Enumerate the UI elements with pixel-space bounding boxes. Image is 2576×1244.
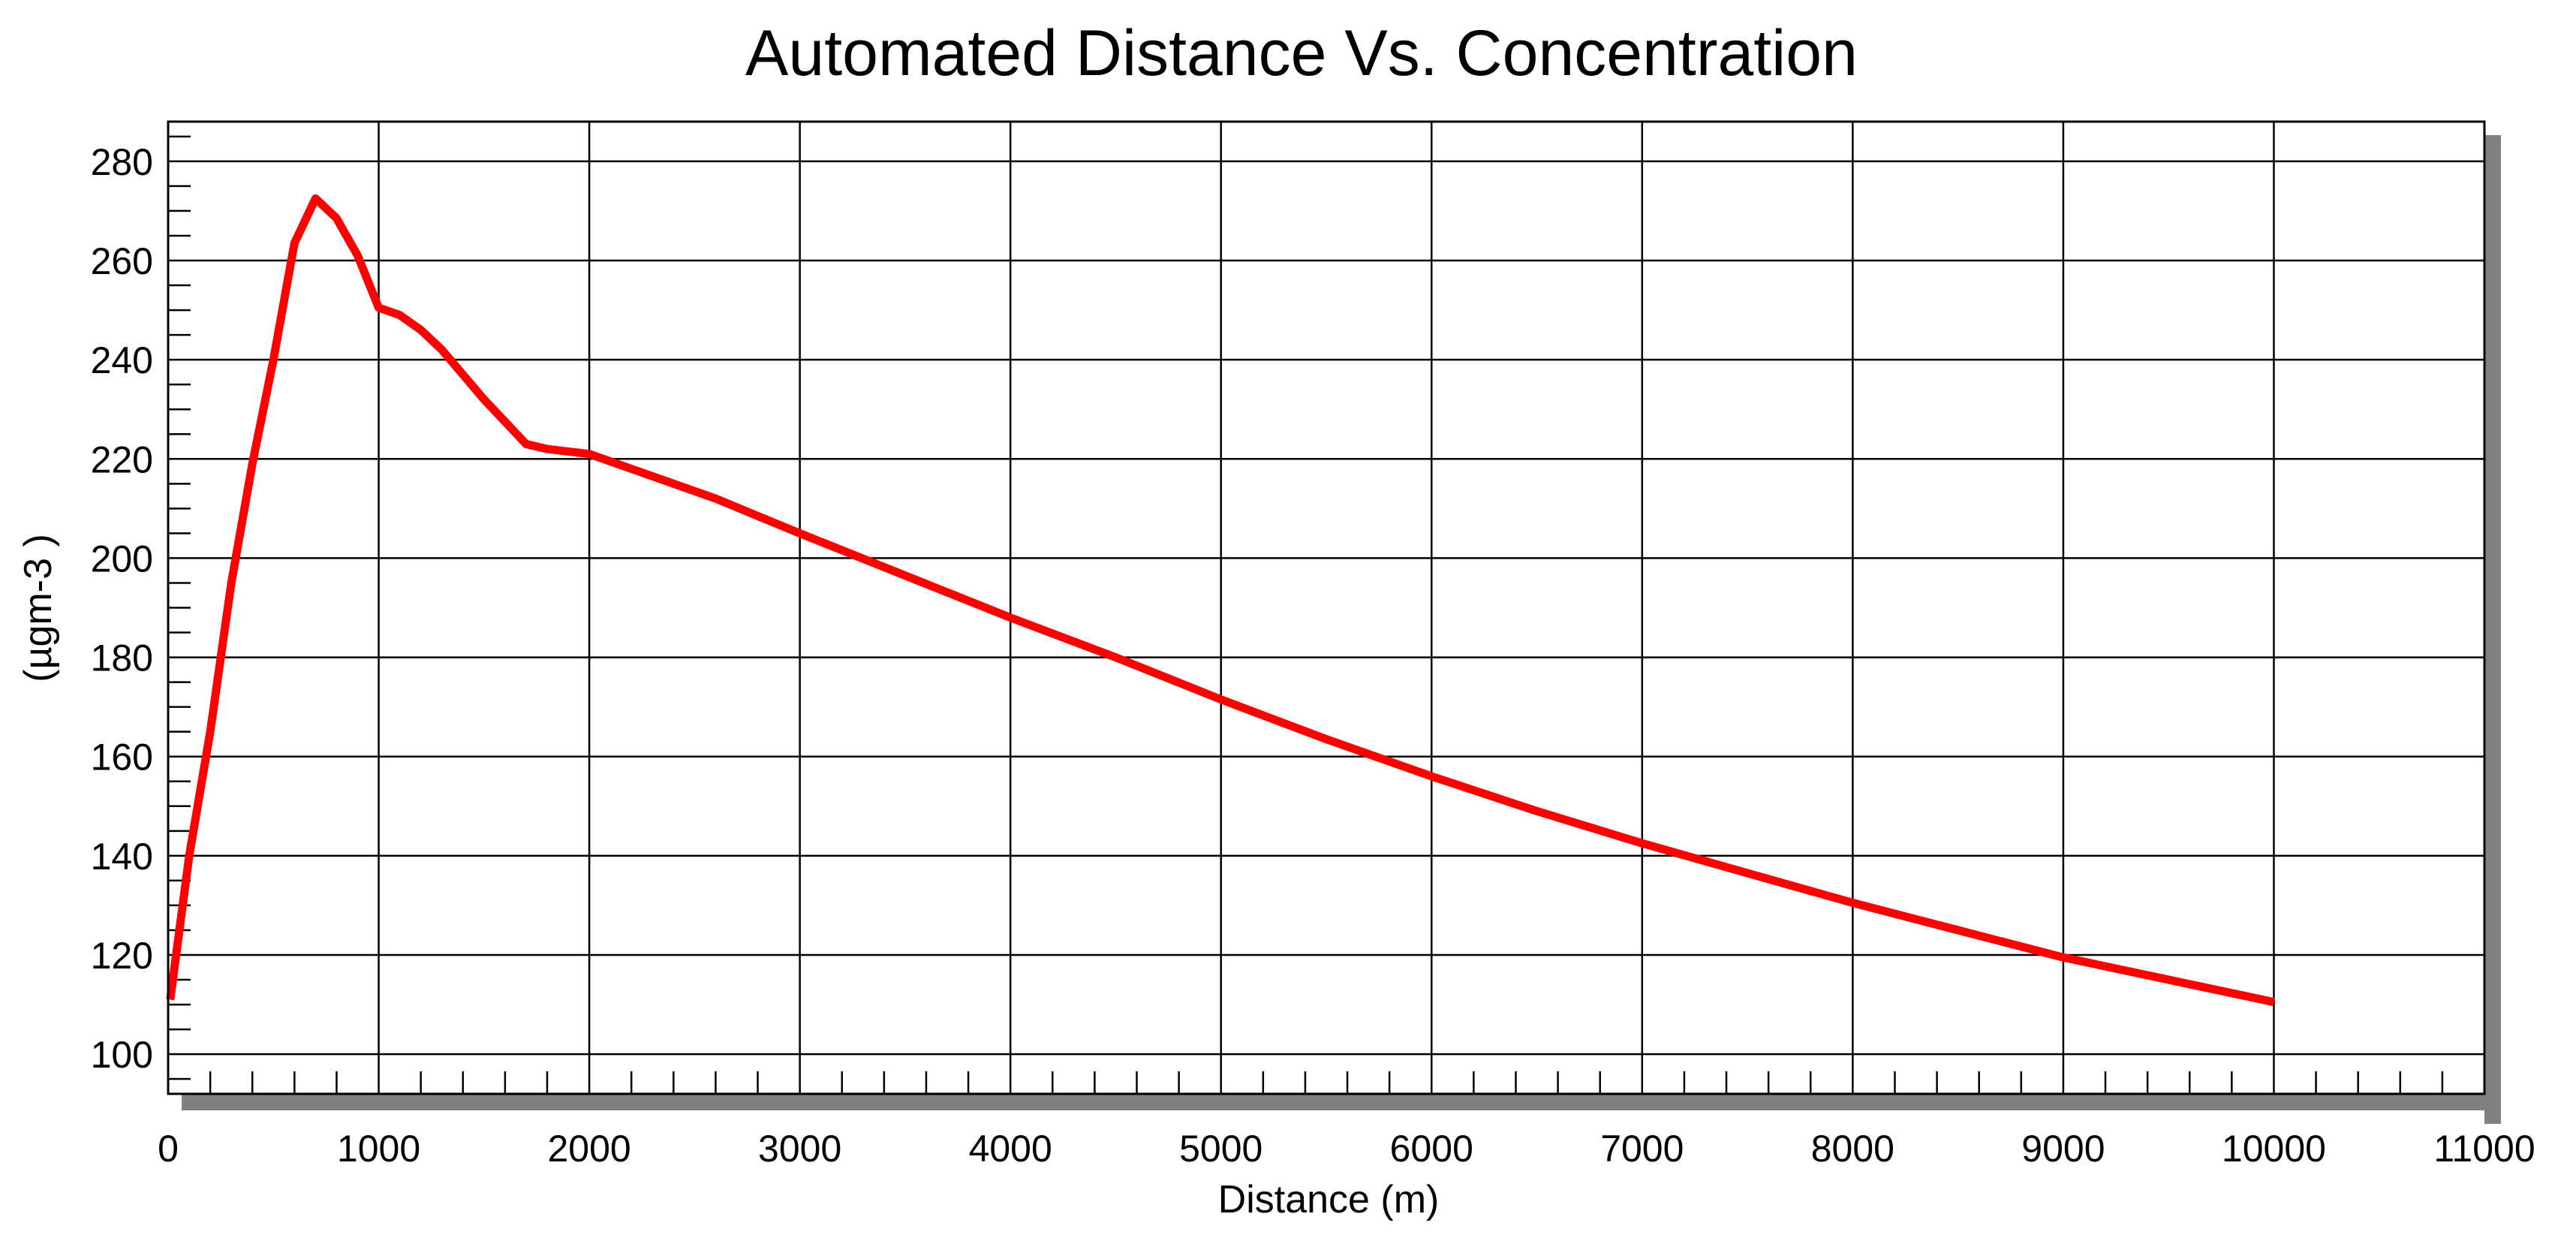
grid-lines xyxy=(168,122,2484,1094)
chart-title: Automated Distance Vs. Concentration xyxy=(745,17,1858,89)
x-tick-label: 8000 xyxy=(1811,1128,1894,1170)
y-tick-labels: 100 120 140 160 180 200 220 240 260 280 xyxy=(91,141,153,1076)
x-tick-label: 0 xyxy=(158,1128,179,1170)
x-tick-label: 11000 xyxy=(2433,1128,2535,1170)
x-tick-label: 5000 xyxy=(1179,1128,1262,1170)
y-tick-label: 140 xyxy=(91,836,153,878)
plot-shadow-bottom xyxy=(182,1094,2501,1110)
minor-ticks xyxy=(168,135,2444,1094)
plot-area xyxy=(168,122,2484,1094)
concentration-series-line xyxy=(166,194,2275,1007)
y-tick-label: 260 xyxy=(91,240,153,282)
x-tick-label: 3000 xyxy=(758,1128,841,1170)
y-tick-label: 280 xyxy=(91,141,153,183)
x-tick-label: 1000 xyxy=(337,1128,420,1170)
x-tick-label: 6000 xyxy=(1390,1128,1473,1170)
plot-shadow-right xyxy=(2484,135,2501,1124)
x-tick-label: 7000 xyxy=(1600,1128,1684,1170)
plot-shadow xyxy=(168,122,2501,1124)
x-tick-label: 9000 xyxy=(2021,1128,2105,1170)
y-axis-label: (µgm-3 ) xyxy=(17,534,60,682)
y-tick-label: 160 xyxy=(91,736,153,779)
x-tick-labels: 0 1000 2000 3000 4000 5000 6000 7000 8000 9000 100… xyxy=(158,1128,2535,1170)
y-tick-label: 180 xyxy=(91,637,153,679)
y-tick-label: 240 xyxy=(91,339,153,381)
y-tick-label: 200 xyxy=(91,538,153,580)
plot-border xyxy=(167,120,2486,1095)
x-tick-label: 2000 xyxy=(547,1128,630,1170)
y-tick-label: 220 xyxy=(91,438,153,480)
y-tick-label: 100 xyxy=(91,1034,153,1076)
x-axis-label: Distance (m) xyxy=(1218,1178,1440,1221)
x-tick-label: 10000 xyxy=(2222,1128,2326,1170)
series-layer xyxy=(166,194,2275,1007)
plot-frame xyxy=(167,120,2486,1095)
x-tick-label: 4000 xyxy=(969,1128,1052,1170)
y-tick-label: 120 xyxy=(91,935,153,977)
